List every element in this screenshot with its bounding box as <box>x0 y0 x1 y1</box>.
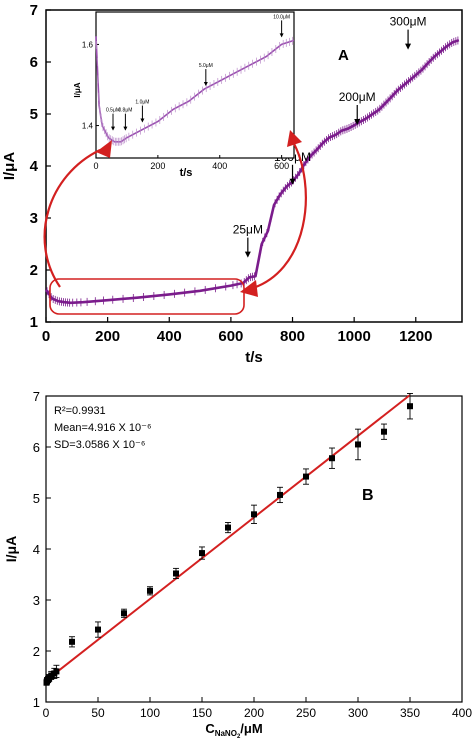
panel-a-x-tick-label: 1200 <box>399 328 432 345</box>
inset-y-axis-label: I/μA <box>73 82 82 97</box>
panel-b-y-tick-label: 6 <box>33 440 40 455</box>
panel-b-x-tick-label: 150 <box>192 706 212 720</box>
inset-x-axis-label: t/s <box>180 167 193 179</box>
zoom-arrowhead-left <box>96 140 112 158</box>
inset-x-tick-label: 200 <box>150 161 165 171</box>
panel-a-current-trace <box>44 36 460 307</box>
panel-b-mean: Mean=4.916 X 10⁻⁶ <box>54 422 152 434</box>
panel-b-data-point <box>251 511 257 518</box>
panel-b-data-point <box>69 638 75 645</box>
panel-a-x-axis-label: t/s <box>245 349 263 366</box>
inset-x-tick-label: 600 <box>274 161 289 171</box>
panel-b-data-point <box>53 668 60 675</box>
panel-a-x-tick-label: 200 <box>95 328 120 345</box>
zoom-arrow-left <box>43 149 101 288</box>
panel-b-x-axis-label: CNaNO2/μM <box>205 721 262 740</box>
panel-b-data-point <box>199 550 205 557</box>
panel-a-annotation-label: 200μM <box>339 90 376 104</box>
panel-b-x-tick-label: 100 <box>140 706 160 720</box>
panel-b-letter: B <box>362 487 374 504</box>
zoom-arrowhead-right-top <box>287 130 302 147</box>
panel-b-x-tick-label: 50 <box>91 706 105 720</box>
inset-x-tick-label: 400 <box>212 161 227 171</box>
inset-annotation-label: 0.5μM <box>106 108 120 114</box>
panel-a-y-tick-label: 5 <box>30 106 38 123</box>
panel-a-annotation-label: 25μM <box>233 223 263 237</box>
zoom-arrowhead-right <box>240 280 258 297</box>
inset-annotation-arrowhead <box>123 126 128 131</box>
panel-a-annotation-arrowhead <box>405 43 412 50</box>
panel-b: 0 50 100 150 200 250 300 350 400 1 2 3 4 5 6 7 CNaNO2/μ… <box>3 389 472 740</box>
panel-b-axes: 0 50 100 150 200 250 300 350 400 1 2 3 4 5 6 7 <box>33 389 473 720</box>
panel-b-x-tick-label: 300 <box>348 706 368 720</box>
panel-b-sd: SD=3.0586 X 10⁻⁶ <box>54 439 145 451</box>
inset-annotation-label: 1.0μM <box>135 100 149 106</box>
panel-a-y-tick-label: 2 <box>30 262 38 279</box>
inset-x-tick-label: 0 <box>93 161 98 171</box>
panel-b-x-tick-label: 350 <box>400 706 420 720</box>
panel-b-y-tick-label: 3 <box>33 593 40 608</box>
panel-b-data-point <box>48 672 55 679</box>
panel-b-data-point <box>381 428 387 435</box>
panel-a-annotation-arrowhead <box>354 119 361 125</box>
panel-b-y-tick-label: 1 <box>33 695 40 710</box>
panel-a-y-tick-label: 4 <box>30 158 39 175</box>
panel-b-data-points <box>43 393 413 686</box>
panel-b-y-tick-label: 7 <box>33 389 40 404</box>
inset-annotation-arrowhead <box>279 33 284 38</box>
panel-a-series-line <box>44 38 460 305</box>
panel-b-data-point <box>355 441 361 448</box>
panel-a-x-tick-label: 800 <box>280 328 305 345</box>
inset-annotation-arrowhead <box>203 82 208 87</box>
panel-a-annotation-label: 300μM <box>390 15 427 29</box>
panel-a-x-tick-label: 400 <box>157 328 182 345</box>
panel-b-x-tick-label: 400 <box>452 706 472 720</box>
panel-a-y-tick-label: 1 <box>30 314 38 331</box>
panel-a-zoom-highlight <box>43 130 307 315</box>
panel-b-data-point <box>121 610 127 617</box>
panel-a-x-tick-label: 600 <box>218 328 243 345</box>
panel-b-x-tick-label: 250 <box>296 706 316 720</box>
panel-a-y-tick-label: 6 <box>30 54 38 71</box>
inset-annotation-label: 5.0μM <box>199 63 213 69</box>
panel-a-y-axis-label: I/μA <box>1 152 18 181</box>
panel-a-x-tick-label: 0 <box>42 328 50 345</box>
panel-b-data-point <box>329 455 335 462</box>
panel-b-data-point <box>407 403 413 410</box>
inset-annotation-arrowhead <box>140 118 145 123</box>
panel-a-y-tick-label: 3 <box>30 210 38 227</box>
panel-b-y-tick-label: 2 <box>33 644 40 659</box>
panel-a-y-tick-label: 7 <box>30 2 38 19</box>
panel-b-data-point <box>95 626 101 633</box>
zoom-arrow-right <box>245 139 307 292</box>
panel-b-data-point <box>147 587 153 594</box>
panel-b-x-tick-label: 0 <box>43 706 50 720</box>
panel-a-letter: A <box>338 47 349 64</box>
inset-annotation-arrowhead <box>111 126 116 131</box>
panel-a-annotation-arrowhead <box>244 251 251 258</box>
panel-b-data-point <box>277 491 283 498</box>
panel-a-x-tick-label: 1000 <box>337 328 370 345</box>
zoom-region-outline <box>49 278 245 315</box>
panel-b-regression-line <box>45 394 411 682</box>
panel-b-y-tick-label: 5 <box>33 491 40 506</box>
panel-a-axes: 0 200 400 600 800 1000 1200 1 2 3 4 5 6 7 <box>30 2 463 345</box>
inset-y-tick-label: 1.4 <box>82 122 94 131</box>
panel-b-fit-line <box>45 394 411 682</box>
panel-b-y-tick-label: 4 <box>33 542 40 557</box>
panel-b-r-squared: R²=0.9931 <box>54 405 106 417</box>
inset-y-tick-label: 1.6 <box>82 40 94 49</box>
inset-annotation-label: 0.8μM <box>118 108 132 114</box>
panel-b-data-point <box>225 524 231 531</box>
panel-b-x-tick-label: 200 <box>244 706 264 720</box>
inset-frame <box>95 11 295 159</box>
panel-a-annotation-arrowhead <box>289 178 296 185</box>
panel-b-y-axis-label: I/μA <box>3 536 19 562</box>
panel-a-inset: t/s I/μA 0 200 400 600 1.4 1.6 0.5μM0.8μM1.0μM… <box>73 11 295 179</box>
inset-annotation-label: 10.0μM <box>273 14 290 20</box>
panel-b-data-point <box>303 473 309 480</box>
panel-b-data-point <box>173 570 179 577</box>
